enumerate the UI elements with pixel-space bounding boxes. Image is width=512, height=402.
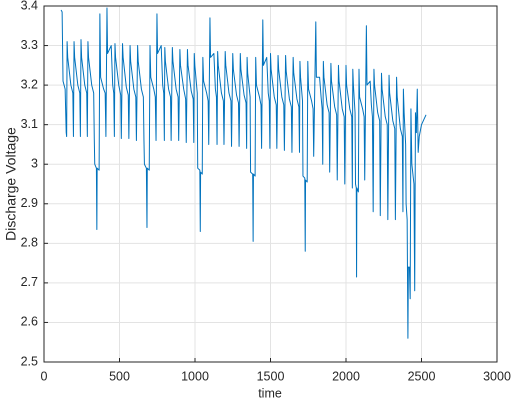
y-tick-label: 2.9: [21, 196, 38, 210]
y-tick-label: 2.8: [21, 236, 38, 250]
y-tick-label: 3.1: [21, 117, 38, 131]
y-tick-label: 3.4: [21, 0, 38, 12]
y-tick-label: 3.2: [21, 77, 38, 91]
x-tick-label: 0: [41, 369, 48, 383]
x-tick-label: 3000: [483, 369, 511, 383]
x-tick-label: 2000: [332, 369, 360, 383]
x-tick-label: 1000: [181, 369, 209, 383]
y-tick-label: 3: [31, 157, 38, 171]
plot-frame: [43, 5, 498, 363]
x-tick-label: 500: [109, 369, 130, 383]
data-line: [60, 7, 427, 339]
x-axis-label: time: [258, 386, 282, 400]
y-tick-label: 2.6: [21, 315, 38, 329]
y-tick-label: 2.5: [21, 354, 38, 368]
y-tick-label: 3.3: [21, 38, 38, 52]
y-tick-label: 2.7: [21, 275, 38, 289]
x-tick-label: 1500: [257, 369, 285, 383]
x-tick-label: 2500: [408, 369, 436, 383]
y-axis-label: Discharge Voltage: [3, 127, 19, 241]
